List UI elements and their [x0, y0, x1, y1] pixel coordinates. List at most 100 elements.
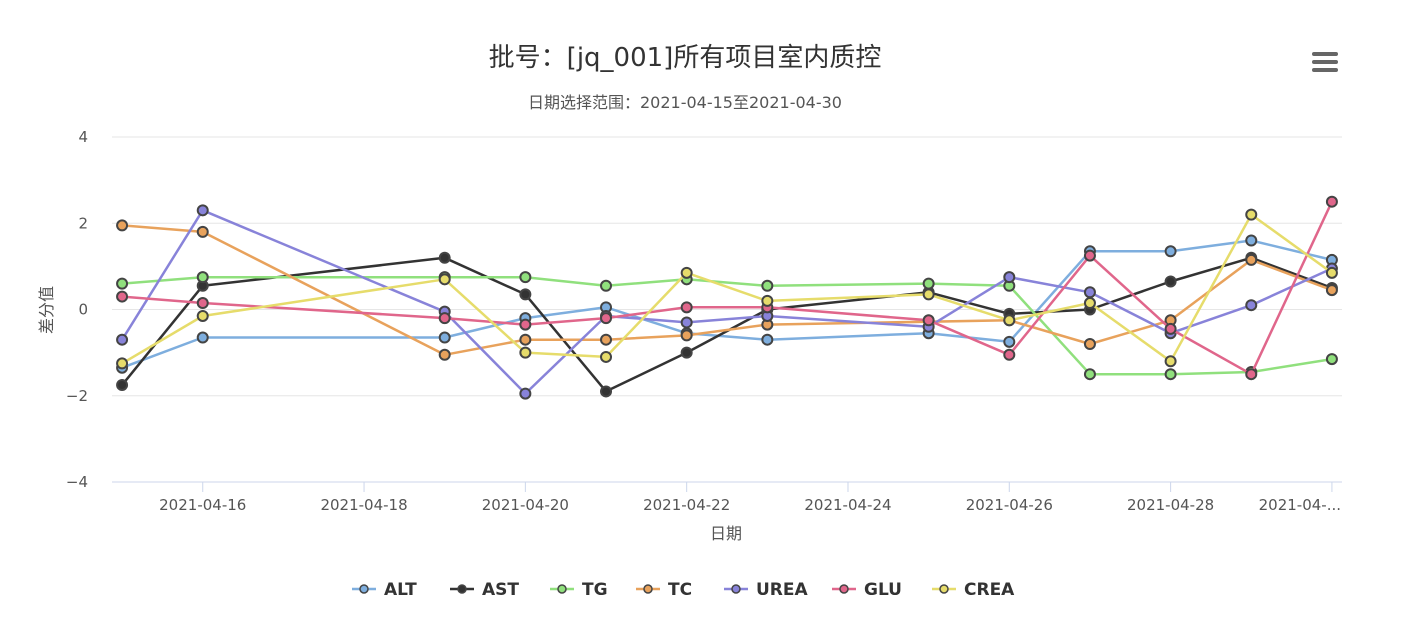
legend-item-crea[interactable]: CREA	[932, 580, 1015, 600]
data-point[interactable]	[680, 316, 693, 329]
data-point[interactable]	[196, 271, 209, 284]
data-point[interactable]	[519, 271, 532, 284]
data-point[interactable]	[438, 348, 451, 361]
data-point[interactable]	[1325, 284, 1338, 297]
y-axis-title: 差分值	[37, 286, 56, 334]
data-point[interactable]	[1164, 322, 1177, 335]
data-point[interactable]	[600, 312, 613, 325]
data-point[interactable]	[438, 273, 451, 286]
data-point[interactable]	[519, 387, 532, 400]
data-point[interactable]	[680, 266, 693, 279]
data-point[interactable]	[438, 312, 451, 325]
data-point[interactable]	[116, 277, 129, 290]
data-point[interactable]	[922, 277, 935, 290]
data-point[interactable]	[1083, 297, 1096, 310]
data-point[interactable]	[761, 333, 774, 346]
y-tick-label: 0	[78, 301, 88, 319]
data-point[interactable]	[1164, 245, 1177, 258]
legend-marker-icon	[457, 584, 467, 594]
x-tick-label: 2021-04-22	[643, 496, 730, 514]
data-point[interactable]	[1003, 348, 1016, 361]
data-point[interactable]	[116, 290, 129, 303]
legend-label: GLU	[864, 580, 902, 600]
data-point[interactable]	[1245, 253, 1258, 266]
x-tick-label: 2021-04-18	[320, 496, 407, 514]
data-point[interactable]	[1245, 299, 1258, 312]
legend-item-glu[interactable]: GLU	[832, 580, 902, 600]
data-point[interactable]	[1325, 353, 1338, 366]
data-point[interactable]	[116, 333, 129, 346]
series-alt	[116, 234, 1338, 374]
data-point[interactable]	[600, 385, 613, 398]
legend-label: CREA	[964, 580, 1015, 600]
data-point[interactable]	[196, 309, 209, 322]
y-tick-label: 2	[78, 214, 88, 232]
legend-item-tg[interactable]: TG	[550, 580, 608, 600]
legend-item-urea[interactable]: UREA	[724, 580, 809, 600]
data-point[interactable]	[1164, 368, 1177, 381]
data-point[interactable]	[1245, 234, 1258, 247]
data-point[interactable]	[680, 301, 693, 314]
data-point[interactable]	[1003, 335, 1016, 348]
legend-marker-icon	[557, 584, 567, 594]
series-line-tc	[120, 224, 1334, 357]
x-tick-label: 2021-04-...	[1259, 496, 1341, 514]
data-point[interactable]	[438, 331, 451, 344]
data-point[interactable]	[600, 333, 613, 346]
legend-item-ast[interactable]: AST	[450, 580, 519, 600]
data-point[interactable]	[196, 297, 209, 310]
data-point[interactable]	[922, 314, 935, 327]
data-point[interactable]	[761, 279, 774, 292]
chart-title: 批号：[jq_001]所有项目室内质控	[489, 43, 882, 73]
data-point[interactable]	[1325, 266, 1338, 279]
data-point[interactable]	[1325, 195, 1338, 208]
data-point[interactable]	[600, 350, 613, 363]
legend: ALT AST TG TC UREA GLU CREA	[352, 580, 1015, 600]
legend-marker-icon	[839, 584, 849, 594]
data-point[interactable]	[519, 333, 532, 346]
chart-subtitle: 日期选择范围：2021-04-15至2021-04-30	[528, 93, 842, 112]
legend-marker-icon	[731, 584, 741, 594]
legend-marker-icon	[939, 584, 949, 594]
legend-marker-icon	[643, 584, 653, 594]
legend-item-tc[interactable]: TC	[636, 580, 692, 600]
data-point[interactable]	[519, 318, 532, 331]
menu-icon-bar-top	[1312, 52, 1338, 56]
menu-icon-bar-bottom	[1312, 68, 1338, 72]
data-point[interactable]	[519, 288, 532, 301]
menu-icon[interactable]	[1312, 52, 1338, 72]
data-point[interactable]	[196, 331, 209, 344]
data-point[interactable]	[1003, 271, 1016, 284]
data-point[interactable]	[761, 294, 774, 307]
data-point[interactable]	[680, 329, 693, 342]
data-point[interactable]	[116, 357, 129, 370]
data-point[interactable]	[116, 219, 129, 232]
data-point[interactable]	[1083, 249, 1096, 262]
series-line-alt	[120, 239, 1334, 369]
data-point[interactable]	[1083, 368, 1096, 381]
data-point[interactable]	[196, 225, 209, 238]
data-point[interactable]	[1083, 338, 1096, 350]
legend-label: UREA	[756, 580, 809, 600]
data-point[interactable]	[1003, 314, 1016, 327]
x-tick-label: 2021-04-20	[482, 496, 569, 514]
x-axis: 2021-04-16 2021-04-18 2021-04-20 2021-04-22…	[112, 481, 1342, 514]
x-tick-label: 2021-04-24	[804, 496, 891, 514]
data-point[interactable]	[1245, 208, 1258, 221]
y-tick-label: −4	[66, 473, 88, 491]
data-point[interactable]	[1164, 275, 1177, 288]
legend-label: TG	[582, 580, 608, 600]
data-point[interactable]	[1164, 355, 1177, 368]
legend-item-alt[interactable]: ALT	[352, 580, 417, 600]
data-point[interactable]	[1245, 368, 1258, 381]
data-point[interactable]	[680, 346, 693, 359]
data-point[interactable]	[196, 204, 209, 217]
data-point[interactable]	[922, 288, 935, 301]
data-point[interactable]	[1083, 286, 1096, 299]
x-tick-label: 2021-04-26	[966, 496, 1053, 514]
data-point[interactable]	[116, 378, 129, 391]
data-point[interactable]	[519, 346, 532, 359]
data-point[interactable]	[438, 251, 451, 264]
data-point[interactable]	[600, 279, 613, 292]
